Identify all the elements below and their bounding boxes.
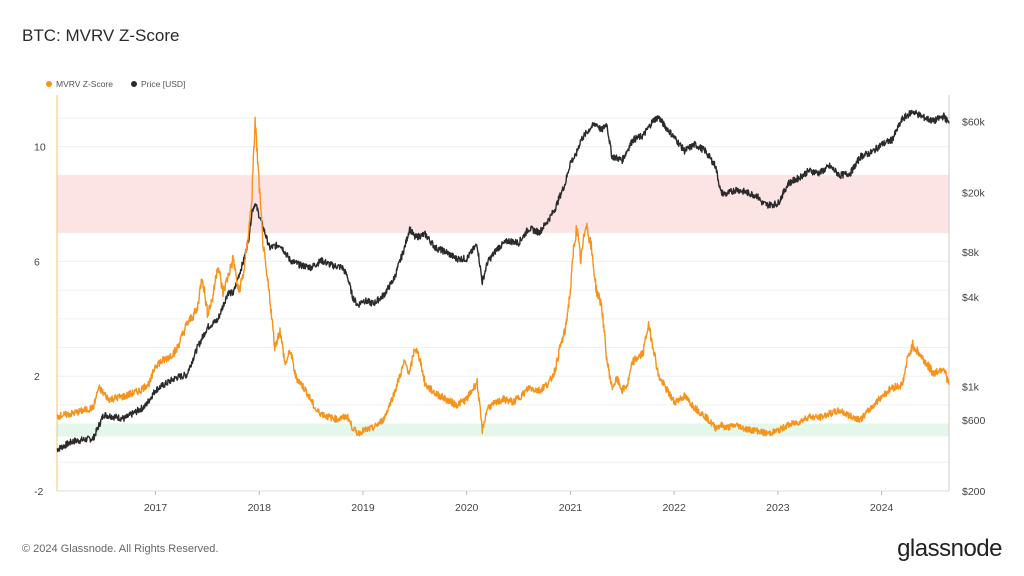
y-right-tick-label: $1k [962, 382, 980, 394]
x-tick-label: 2020 [455, 502, 479, 514]
y-right-tick-label: $60k [962, 116, 986, 128]
zscore-series-line [56, 116, 950, 437]
y-right-tick-label: $20k [962, 187, 986, 199]
x-tick-label: 2024 [870, 502, 894, 514]
legend-label-zscore: MVRV Z-Score [56, 79, 113, 89]
legend-item-price[interactable]: Price [USD] [131, 79, 185, 89]
glassnode-logo[interactable]: glassnode [897, 535, 1002, 562]
x-tick-label: 2023 [766, 502, 790, 514]
x-tick-label: 2018 [248, 502, 272, 514]
y-right-tick-label: $4k [962, 292, 980, 304]
price-series-line [56, 109, 950, 453]
y-left-tick-label: 10 [34, 142, 46, 154]
chart-title: BTC: MVRV Z-Score [22, 26, 180, 45]
y-left-tick-label: 6 [34, 256, 40, 268]
y-right-tick-label: $200 [962, 486, 986, 498]
y-left-tick-label: -2 [34, 486, 43, 498]
y-left-tick-label: 2 [34, 371, 40, 383]
legend: MVRV Z-Score Price [USD] [46, 79, 185, 89]
y-right-tick-label: $8k [962, 247, 980, 259]
x-tick-label: 2019 [351, 502, 375, 514]
price-legend-dot [131, 81, 137, 87]
legend-item-zscore[interactable]: MVRV Z-Score [46, 79, 113, 89]
x-tick-label: 2017 [144, 502, 168, 514]
undervalued-zone-band [57, 423, 949, 437]
zscore-legend-dot [46, 81, 52, 87]
overvalued-zone-band [57, 175, 949, 233]
legend-label-price: Price [USD] [141, 79, 186, 89]
copyright-text: © 2024 Glassnode. All Rights Reserved. [22, 543, 219, 555]
y-right-tick-label: $600 [962, 415, 986, 427]
x-tick-label: 2022 [662, 502, 686, 514]
x-tick-label: 2021 [559, 502, 583, 514]
